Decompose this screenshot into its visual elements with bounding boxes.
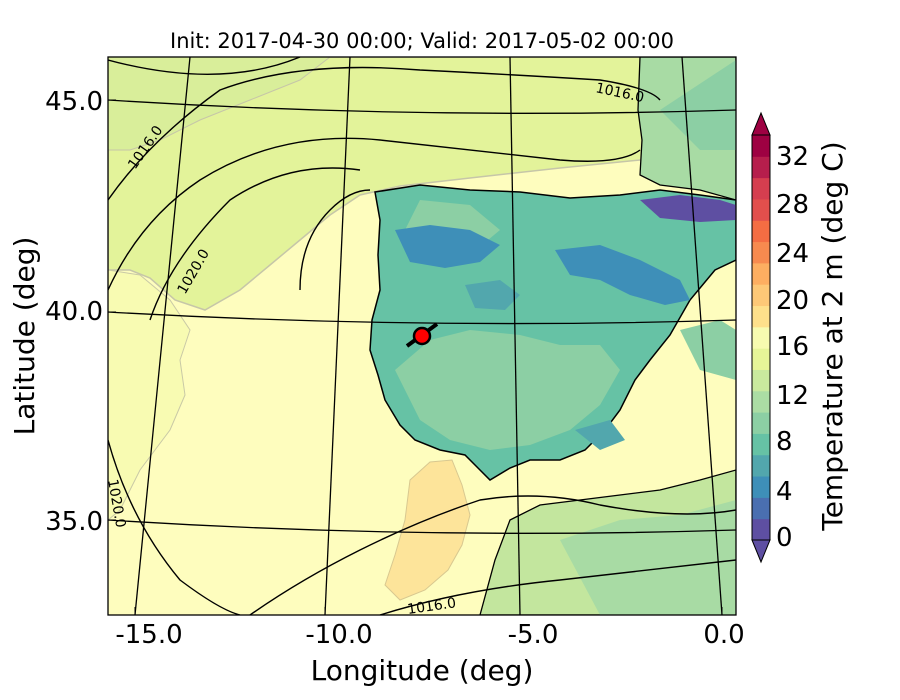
- colorbar-tick-label: 32: [776, 142, 809, 172]
- y-tick-label: 40.0: [45, 297, 103, 327]
- x-tick-label: -15.0: [115, 620, 182, 650]
- cold-region-north: [395, 225, 500, 268]
- west-cool-tongue: [108, 269, 191, 521]
- colorbar-band: [752, 177, 770, 200]
- colorbar-band: [752, 241, 770, 264]
- warm-patch: [384, 459, 471, 601]
- north-band: [108, 57, 331, 151]
- graticule: [108, 57, 736, 615]
- colorbar-tick-label: 24: [776, 239, 809, 269]
- colorbar-band: [752, 518, 770, 541]
- colorbar-band: [752, 198, 770, 221]
- colorbar-tick-label: 8: [776, 427, 793, 457]
- colorbar-tick-label: 20: [776, 286, 809, 316]
- colorbar-tick-label: 4: [776, 477, 793, 507]
- colorbar: 0 4 8 12 16 20 24 28 32 Temperature at 2…: [751, 111, 849, 564]
- map-frame: [107, 56, 737, 616]
- colorbar-band: [752, 497, 770, 520]
- colorbar-tick-label: 28: [776, 190, 809, 220]
- colorbar-tick-label: 16: [776, 332, 809, 362]
- isobars: [108, 57, 736, 615]
- cold-region-iberian-system: [555, 245, 690, 305]
- colorbar-band: [752, 220, 770, 243]
- colorbar-band: [752, 262, 770, 285]
- colorbar-band: [752, 412, 770, 434]
- colorbar-min-extend: [751, 539, 771, 564]
- red-dot-icon: [412, 326, 432, 346]
- x-axis: -15.0 -10.0 -5.0 0.0: [115, 607, 745, 650]
- location-marker: [405, 322, 439, 348]
- y-axis: 45.0 40.0 35.0: [45, 87, 116, 537]
- colorbar-bands: [752, 135, 770, 541]
- map-title: Init: 2017-04-30 00:00; Valid: 2017-05-0…: [170, 29, 674, 53]
- colorbar-band: [752, 369, 770, 392]
- colorbar-ticks: 0 4 8 12 16 20 24 28 32: [776, 142, 809, 553]
- x-axis-label: Longitude (deg): [311, 654, 534, 687]
- colorbar-band: [752, 284, 770, 307]
- colorbar-band: [752, 156, 770, 179]
- isobar-label: 1016.0: [406, 595, 457, 618]
- map-panel: 1016.0 1016.0 1020.0 1020.0 1016.0: [108, 57, 736, 618]
- cold-region-pyrenees: [640, 195, 736, 222]
- x-tick-label: -5.0: [508, 620, 559, 650]
- colorbar-band: [752, 476, 770, 498]
- colorbar-band: [752, 135, 770, 157]
- colorbar-max-extend: [751, 111, 771, 136]
- y-axis-label: Latitude (deg): [8, 237, 41, 436]
- colorbar-tick-label: 12: [776, 381, 809, 411]
- x-tick-label: -10.0: [305, 620, 372, 650]
- colorbar-label: Temperature at 2 m (deg C): [816, 141, 849, 531]
- colorbar-band: [752, 454, 770, 477]
- x-tick-label: 0.0: [703, 620, 744, 650]
- y-tick-label: 45.0: [45, 87, 103, 117]
- colorbar-band: [752, 348, 770, 370]
- colorbar-band: [752, 326, 770, 349]
- colorbar-frame: [751, 134, 771, 541]
- colorbar-band: [752, 305, 770, 328]
- colorbar-tick-label: 0: [776, 523, 793, 553]
- colorbar-band: [752, 390, 770, 413]
- colorbar-band: [752, 433, 770, 456]
- y-tick-label: 35.0: [45, 507, 103, 537]
